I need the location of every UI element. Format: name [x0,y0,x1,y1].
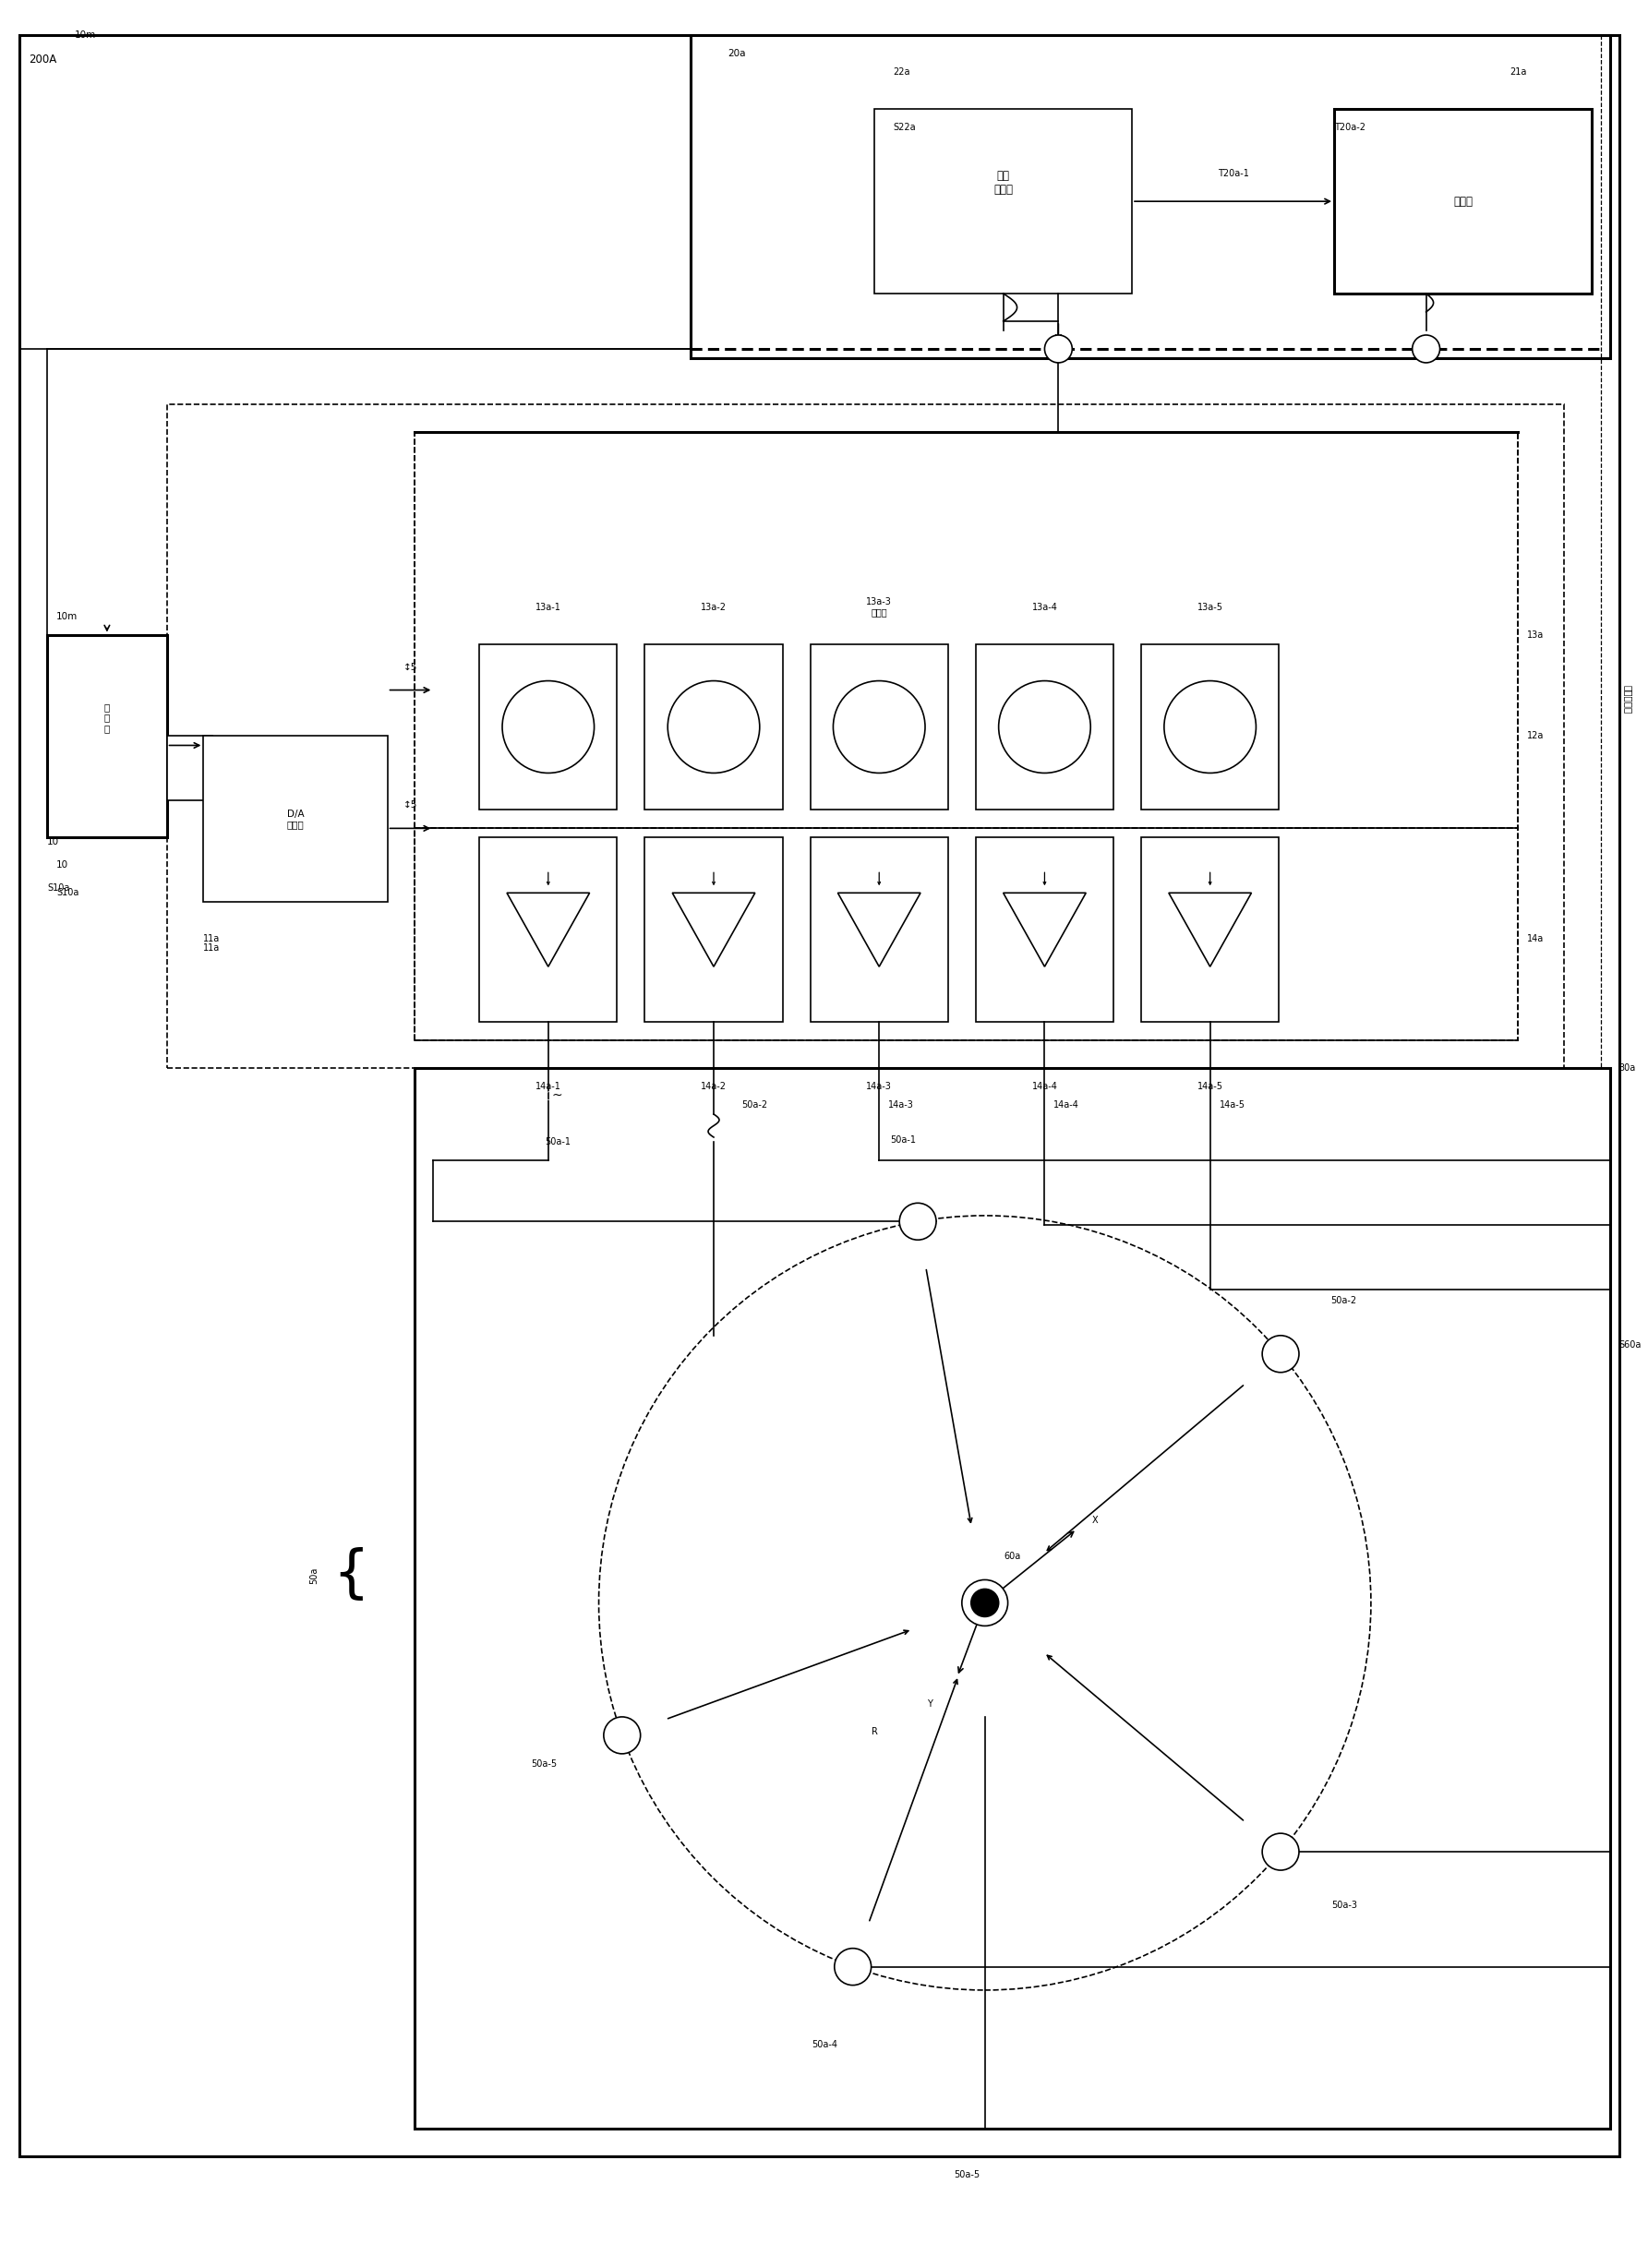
Bar [976,837,1114,1023]
Text: 13a-1: 13a-1 [536,603,560,612]
Text: 14a-5: 14a-5 [1196,1082,1223,1091]
Text: 13a: 13a [1528,631,1544,640]
Text: 50a-1: 50a-1 [544,1136,570,1145]
Text: 30a: 30a [1618,1064,1636,1073]
Text: 14a-2: 14a-2 [700,1082,727,1091]
Text: T20a-1: T20a-1 [1218,170,1249,179]
Text: ↕5: ↕5 [404,801,417,810]
Text: D/A
变换器: D/A 变换器 [287,810,305,830]
Bar [48,635,166,837]
Text: 10m: 10m [74,32,96,41]
Bar [976,644,1114,810]
Bar [480,837,616,1023]
Text: 11a: 11a [203,943,221,953]
Bar [203,737,387,903]
Text: 10m: 10m [56,612,77,621]
Text: R: R [872,1728,878,1737]
Text: 13a-4: 13a-4 [1032,603,1058,612]
Text: 10: 10 [56,860,69,871]
Text: Y: Y [926,1699,933,1708]
Text: 12a: 12a [1528,733,1544,742]
Circle shape [503,680,595,773]
Circle shape [834,1948,872,1984]
Bar [480,644,616,810]
Text: 50a-1: 50a-1 [890,1136,916,1145]
Bar [644,644,783,810]
Circle shape [999,680,1091,773]
Bar [1140,837,1279,1023]
Circle shape [1163,680,1256,773]
Bar [691,36,1610,358]
Text: S22a: S22a [893,122,916,132]
Circle shape [834,680,925,773]
Text: 14a-4: 14a-4 [1053,1100,1079,1109]
Bar [166,404,1564,1068]
Bar [415,1068,1610,2127]
Circle shape [1045,336,1073,363]
Text: 14a: 14a [1528,934,1544,943]
Text: 13a-3
分配器: 13a-3 分配器 [867,596,892,617]
Bar [1335,109,1592,293]
Text: 50a-2: 50a-2 [742,1100,768,1109]
Text: 20a: 20a [727,50,745,59]
Text: 22a: 22a [893,68,910,77]
Circle shape [667,680,760,773]
Text: ~: ~ [552,1089,562,1102]
Text: 50a-2: 50a-2 [1332,1295,1356,1304]
Text: S60a: S60a [1618,1340,1641,1349]
Text: 14a-3: 14a-3 [888,1100,915,1109]
Circle shape [603,1717,641,1753]
Bar [875,109,1132,293]
Circle shape [1412,336,1440,363]
Circle shape [971,1590,999,1617]
Text: 13a-2: 13a-2 [700,603,727,612]
Text: 50a: 50a [310,1567,318,1583]
Text: 200A: 200A [30,54,56,66]
Text: S10a: S10a [56,889,79,898]
Text: 14a-5: 14a-5 [1220,1100,1246,1109]
Text: 接收机: 接收机 [1454,195,1473,206]
Text: 60a: 60a [1004,1551,1020,1560]
Bar [644,837,783,1023]
Text: 14a-1: 14a-1 [536,1082,560,1091]
Text: T20a-2: T20a-2 [1335,122,1366,132]
Bar [415,828,1518,1041]
Text: 11a: 11a [203,934,221,943]
Bar [415,431,1518,828]
Text: X: X [1093,1515,1098,1524]
Text: 校正基准面: 校正基准面 [1623,685,1633,714]
Circle shape [900,1202,936,1241]
Bar [811,644,948,810]
Circle shape [962,1581,1009,1626]
Text: S10a: S10a [48,885,69,894]
Text: 14a-3: 14a-3 [867,1082,892,1091]
Text: 50a-5: 50a-5 [531,1760,557,1769]
Text: 14a-4: 14a-4 [1032,1082,1058,1091]
Text: 50a-4: 50a-4 [811,2041,837,2050]
Text: ↕5: ↕5 [404,662,417,671]
Text: 10: 10 [48,837,59,846]
Text: 计
算
机: 计 算 机 [104,703,110,733]
Text: 13a-5: 13a-5 [1196,603,1223,612]
Bar [811,837,948,1023]
Text: 信号
发生器: 信号 发生器 [994,170,1014,195]
Text: 21a: 21a [1510,68,1526,77]
Circle shape [1262,1336,1299,1372]
Text: 50a-3: 50a-3 [1332,1901,1356,1910]
Text: 50a-5: 50a-5 [954,2170,979,2180]
Circle shape [1262,1833,1299,1871]
Bar [166,737,213,801]
Bar [1140,644,1279,810]
Bar [415,431,1518,1041]
Text: {: { [333,1547,369,1603]
